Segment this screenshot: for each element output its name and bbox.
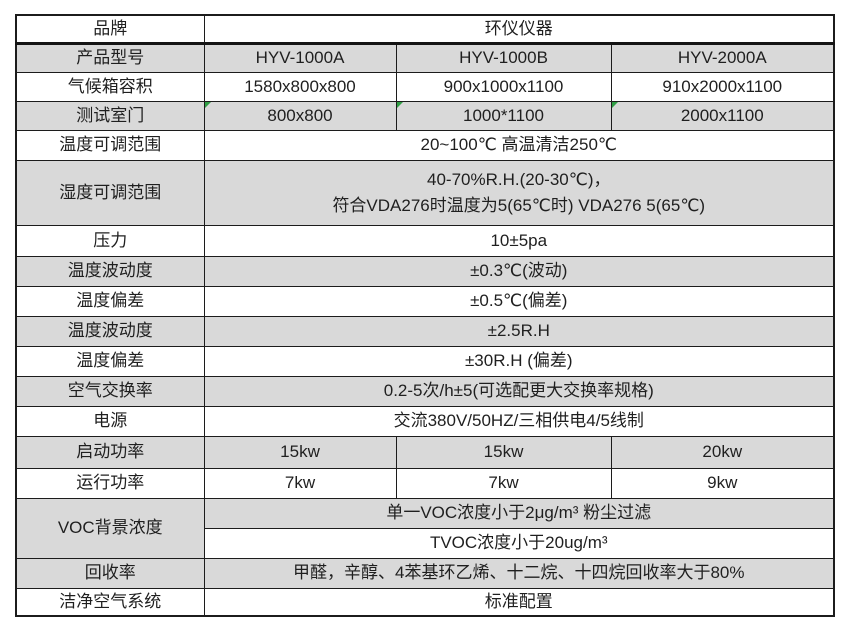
value-text: 800x800	[267, 105, 333, 125]
row-recovery-rate: 回收率 甲醛，辛醇、4苯基环乙烯、十二烷、十四烷回收率大于80%	[15, 557, 835, 589]
value-cell: 0.2-5次/h±5(可选配更大交换率规格)	[203, 375, 835, 407]
row-label-cell: 电源	[15, 405, 205, 437]
value-cell: HYV-2000A	[610, 42, 835, 73]
value-text: 1000*1100	[463, 105, 544, 125]
value-text: 2000x1100	[680, 105, 764, 125]
row-label-cell: 测试室门	[15, 100, 205, 131]
value-cell: 1580x800x800	[203, 71, 397, 102]
row-temp-range: 温度可调范围 20~100℃ 高温清洁250℃	[15, 129, 835, 161]
value-cell: 900x1000x1100	[395, 71, 612, 102]
row-startup-power: 启动功率 15kw 15kw 20kw	[15, 435, 835, 469]
value-cell: 10±5pa	[203, 224, 835, 257]
row-label-cell: 运行功率	[15, 467, 205, 499]
row-humidity-deviation: 温度偏差 ±30R.H (偏差)	[15, 345, 835, 377]
row-running-power: 运行功率 7kw 7kw 9kw	[15, 467, 835, 499]
row-voc-background-1: VOC背景浓度 单一VOC浓度小于2μg/m³ 粉尘过滤	[15, 497, 835, 559]
value-cell: 800x800	[203, 100, 397, 131]
row-test-door: 测试室门 800x800 1000*1100 2000x1100	[15, 100, 835, 131]
value-cell: 20kw	[610, 435, 835, 469]
row-label-cell: 空气交换率	[15, 375, 205, 407]
row-humidity-fluctuation: 温度波动度 ±2.5R.H	[15, 315, 835, 347]
value-cell: ±0.3℃(波动)	[203, 255, 835, 287]
row-label-cell: 湿度可调范围	[15, 159, 205, 226]
value-cell: ±0.5℃(偏差)	[203, 285, 835, 317]
row-label-cell: 温度波动度	[15, 315, 205, 347]
row-humidity-range: 湿度可调范围 40-70%R.H.(20-30℃)， 符合VDA276时温度为5…	[15, 159, 835, 226]
row-label-cell: 洁净空气系统	[15, 587, 205, 617]
row-label-cell: 压力	[15, 224, 205, 257]
row-label-cell: 产品型号	[15, 42, 205, 73]
value-cell: 9kw	[610, 467, 835, 499]
value-cell: 15kw	[395, 435, 612, 469]
row-pressure: 压力 10±5pa	[15, 224, 835, 257]
row-temp-deviation: 温度偏差 ±0.5℃(偏差)	[15, 285, 835, 317]
green-corner-triangle-icon	[396, 101, 403, 108]
value-cell: 环仪仪器	[203, 14, 835, 45]
value-cell: ±30R.H (偏差)	[203, 345, 835, 377]
value-cell: 标准配置	[203, 587, 835, 617]
green-corner-triangle-icon	[204, 101, 211, 108]
value-cell: HYV-1000B	[395, 42, 612, 73]
value-cell: 7kw	[203, 467, 397, 499]
row-label-cell: VOC背景浓度	[15, 497, 205, 559]
value-cell: 20~100℃ 高温清洁250℃	[203, 129, 835, 161]
value-cell: TVOC浓度小于20ug/m³	[203, 527, 835, 559]
value-cell: 2000x1100	[610, 100, 835, 131]
row-label-cell: 温度偏差	[15, 285, 205, 317]
row-label-cell: 品牌	[15, 14, 205, 45]
row-label-cell: 温度可调范围	[15, 129, 205, 161]
row-label-cell: 温度偏差	[15, 345, 205, 377]
row-power-supply: 电源 交流380V/50HZ/三相供电4/5线制	[15, 405, 835, 437]
value-cell: 15kw	[203, 435, 397, 469]
row-clean-air-system: 洁净空气系统 标准配置	[15, 587, 835, 617]
row-temp-fluctuation: 温度波动度 ±0.3℃(波动)	[15, 255, 835, 287]
row-voc-background-2: TVOC浓度小于20ug/m³	[16, 527, 835, 559]
spec-table: 品牌 环仪仪器 产品型号 HYV-1000A HYV-1000B HYV-200…	[15, 14, 836, 617]
row-brand: 品牌 环仪仪器	[15, 14, 835, 45]
row-label-cell: 回收率	[15, 557, 205, 589]
value-cell: 7kw	[395, 467, 612, 499]
row-model: 产品型号 HYV-1000A HYV-1000B HYV-2000A	[15, 42, 835, 73]
row-label-cell: 气候箱容积	[15, 71, 205, 102]
value-cell: HYV-1000A	[203, 42, 397, 73]
value-cell: 交流380V/50HZ/三相供电4/5线制	[203, 405, 835, 437]
row-chamber-volume: 气候箱容积 1580x800x800 900x1000x1100 910x200…	[15, 71, 835, 102]
row-air-exchange: 空气交换率 0.2-5次/h±5(可选配更大交换率规格)	[15, 375, 835, 407]
value-cell: 1000*1100	[395, 100, 612, 131]
value-cell: 甲醛，辛醇、4苯基环乙烯、十二烷、十四烷回收率大于80%	[203, 557, 835, 589]
row-label-cell: 温度波动度	[15, 255, 205, 287]
value-cell: 40-70%R.H.(20-30℃)， 符合VDA276时温度为5(65℃时) …	[203, 159, 835, 226]
value-cell: ±2.5R.H	[203, 315, 835, 347]
row-label-cell: 启动功率	[15, 435, 205, 469]
value-cell: 单一VOC浓度小于2μg/m³ 粉尘过滤	[203, 497, 835, 529]
value-cell: 910x2000x1100	[610, 71, 835, 102]
green-corner-triangle-icon	[611, 101, 618, 108]
